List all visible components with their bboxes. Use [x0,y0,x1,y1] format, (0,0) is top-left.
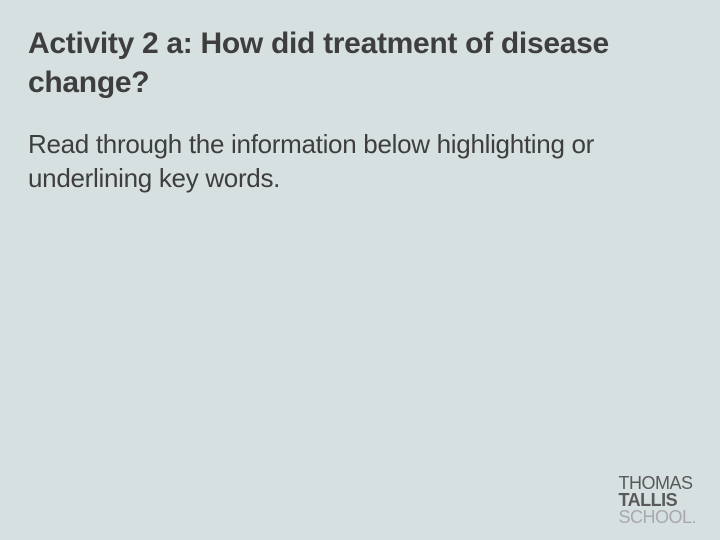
logo-line-school: SCHOOL. [618,509,696,526]
activity-instructions: Read through the information below highl… [28,128,692,196]
activity-title: Activity 2 a: How did treatment of disea… [28,24,692,102]
school-logo: THOMAS TALLIS SCHOOL. [618,475,696,526]
